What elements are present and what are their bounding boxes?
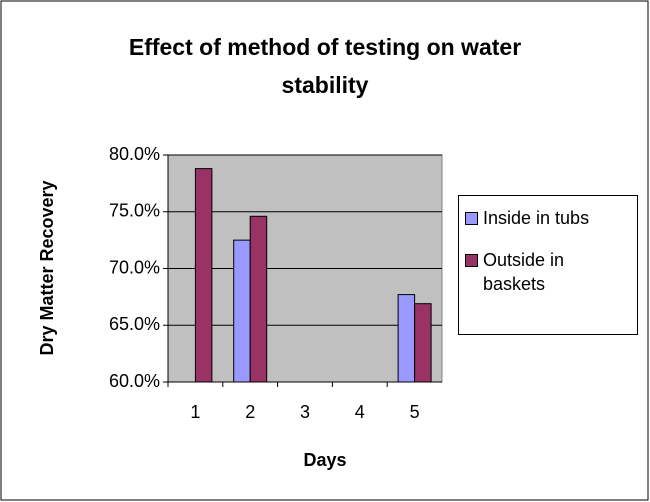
- legend-item: Inside in tubs: [465, 206, 631, 230]
- legend: Inside in tubs Outside in baskets: [458, 195, 638, 335]
- y-tick-label: 60.0%: [109, 371, 160, 391]
- y-tick-label: 70.0%: [109, 257, 160, 277]
- legend-label: Inside in tubs: [483, 208, 590, 228]
- legend-swatch: [465, 212, 478, 225]
- legend-label: Outside in baskets: [483, 250, 565, 294]
- y-tick-label: 80.0%: [109, 144, 160, 164]
- bar: [233, 239, 251, 383]
- bar: [414, 303, 432, 383]
- y-tick-label: 75.0%: [109, 201, 160, 221]
- y-axis-label: Dry Matter Recovery: [37, 180, 57, 355]
- chart-title: Effect of method of testing on water sta…: [128, 34, 522, 98]
- x-tick-label: 4: [355, 402, 365, 422]
- x-axis-label: Days: [303, 450, 346, 470]
- x-tick-label: 5: [410, 402, 420, 422]
- legend-swatch: [465, 254, 478, 267]
- legend-item: Outside in baskets: [465, 248, 631, 296]
- x-tick-label: 1: [190, 402, 200, 422]
- x-tick-label: 2: [245, 402, 255, 422]
- x-tick-label: 3: [300, 402, 310, 422]
- bar: [249, 215, 268, 383]
- bar: [194, 168, 213, 383]
- y-tick-label: 65.0%: [109, 314, 160, 334]
- bar: [397, 294, 416, 383]
